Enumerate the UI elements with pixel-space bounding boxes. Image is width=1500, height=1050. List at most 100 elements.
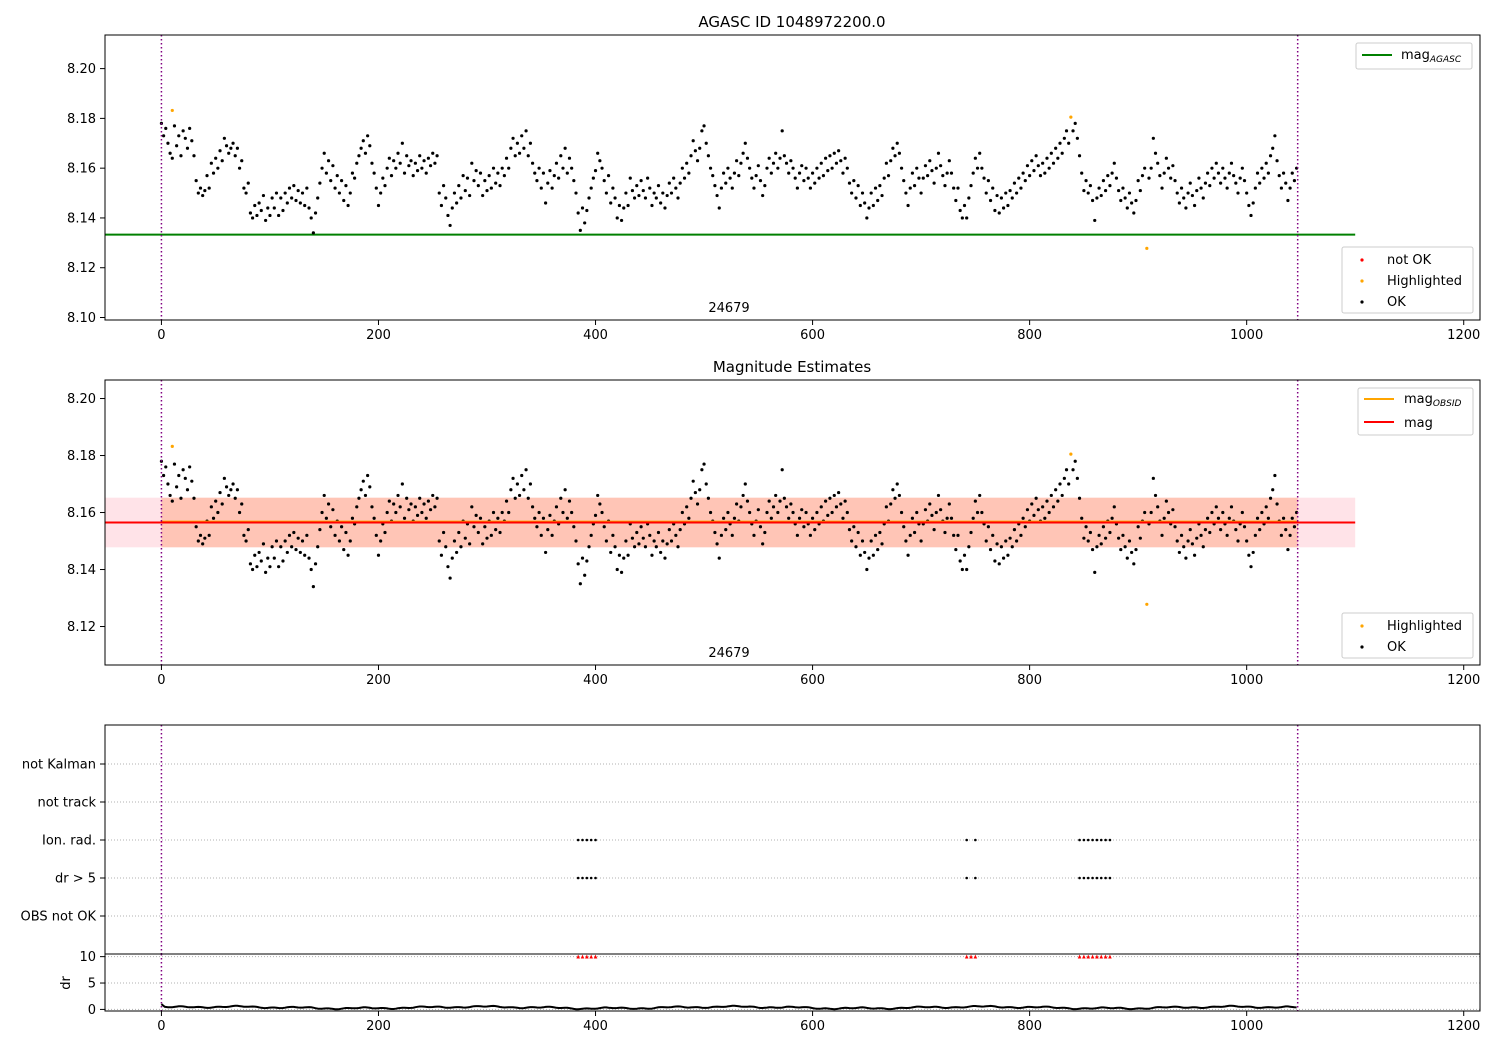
- ok-point: [615, 567, 619, 572]
- ok-point: [1043, 171, 1047, 175]
- dr-ticks: 0 200 400 600 800 1000 1200 0 5 10: [79, 950, 1480, 1034]
- ok-point: [895, 141, 899, 145]
- ok-point: [1262, 176, 1266, 180]
- ok-point: [224, 485, 229, 489]
- ok-point: [166, 141, 170, 145]
- ok-point: [339, 179, 344, 183]
- ok-point: [214, 499, 218, 503]
- ok-point: [589, 186, 593, 190]
- ok-point: [693, 490, 697, 495]
- ok-point: [1001, 556, 1006, 560]
- ok-point: [198, 186, 203, 190]
- ok-point: [596, 151, 600, 155]
- ok-point: [292, 183, 296, 188]
- magnitude-xtick-label: 1200: [1447, 673, 1480, 688]
- ok-point: [392, 159, 396, 163]
- ok-point: [431, 151, 435, 155]
- magnitude-ytick-label: 8.20: [67, 392, 96, 407]
- ok-point: [437, 191, 441, 195]
- ok-point: [385, 510, 389, 515]
- ok-point: [292, 530, 296, 535]
- ok-point: [1206, 171, 1210, 175]
- ok-point: [426, 499, 431, 503]
- ok-point: [652, 191, 656, 195]
- dr-xtick-label: 600: [800, 1019, 825, 1034]
- ok-point: [1229, 505, 1234, 509]
- ok-point: [1097, 186, 1101, 190]
- ok-point: [331, 164, 335, 168]
- ok-point: [520, 473, 524, 478]
- ok-point: [272, 556, 276, 560]
- ok-point: [988, 547, 993, 552]
- ok-point: [329, 525, 333, 529]
- ok-point: [787, 171, 791, 175]
- ok-point: [1108, 530, 1112, 535]
- ok-point: [507, 510, 511, 515]
- ok-point: [576, 562, 580, 566]
- ok-point: [632, 545, 637, 549]
- ok-point: [437, 539, 441, 543]
- ok-point: [691, 139, 695, 143]
- ok-point: [311, 231, 315, 235]
- ok-point: [795, 186, 799, 190]
- ok-point: [1090, 547, 1095, 552]
- ok-point: [845, 510, 849, 515]
- ok-point: [1223, 176, 1227, 180]
- ok-point: [965, 567, 969, 572]
- ok-point: [290, 545, 294, 549]
- ok-point: [1164, 499, 1168, 503]
- dr-ytick-label: 5: [88, 977, 96, 992]
- ok-point: [522, 146, 526, 150]
- agasc-ytick-label: 8.14: [67, 211, 96, 226]
- flag-point: [1099, 838, 1103, 842]
- ok-point: [1006, 553, 1010, 557]
- ok-point: [1082, 188, 1086, 193]
- highlighted-point: [170, 108, 174, 113]
- ok-point: [209, 161, 213, 165]
- ok-point: [1119, 198, 1123, 203]
- ok-point: [650, 553, 654, 557]
- dr-clipped-marker: [585, 954, 589, 959]
- ok-point: [1073, 121, 1077, 125]
- ok-point: [609, 550, 613, 555]
- ok-point: [619, 570, 624, 574]
- ok-point: [346, 203, 350, 208]
- ok-point: [908, 186, 912, 190]
- ok-point: [769, 516, 773, 520]
- ok-point: [530, 505, 535, 509]
- ok-point: [988, 198, 993, 203]
- ok-point: [1132, 562, 1136, 566]
- ok-point: [1117, 536, 1121, 540]
- ok-point: [316, 545, 320, 549]
- ok-point: [919, 191, 923, 195]
- ok-point: [496, 171, 500, 175]
- ok-point: [1206, 516, 1210, 520]
- ok-point: [619, 218, 624, 223]
- ok-point: [305, 186, 309, 190]
- ok-point: [337, 191, 342, 195]
- ok-point: [719, 533, 724, 537]
- ok-point: [194, 179, 198, 183]
- ok-point: [287, 186, 292, 190]
- ok-point: [973, 499, 977, 503]
- ok-point: [227, 151, 231, 155]
- ok-point: [452, 539, 457, 543]
- ok-point: [196, 539, 200, 543]
- ok-point: [188, 126, 192, 130]
- ok-point: [557, 176, 561, 180]
- ok-point: [978, 151, 982, 155]
- ok-point: [782, 154, 786, 158]
- ok-point: [602, 525, 606, 529]
- ok-point: [1192, 203, 1197, 208]
- magnitude-marks: [105, 380, 1356, 665]
- ok-point: [1255, 516, 1260, 520]
- ok-point: [791, 510, 795, 515]
- dr-clipped-marker: [580, 954, 585, 959]
- dr-clipped-marker: [1103, 954, 1108, 959]
- ok-point: [355, 161, 359, 165]
- ok-point: [1062, 136, 1066, 140]
- ok-point: [294, 198, 298, 203]
- ok-point: [1086, 539, 1090, 543]
- ok-point: [1103, 536, 1108, 540]
